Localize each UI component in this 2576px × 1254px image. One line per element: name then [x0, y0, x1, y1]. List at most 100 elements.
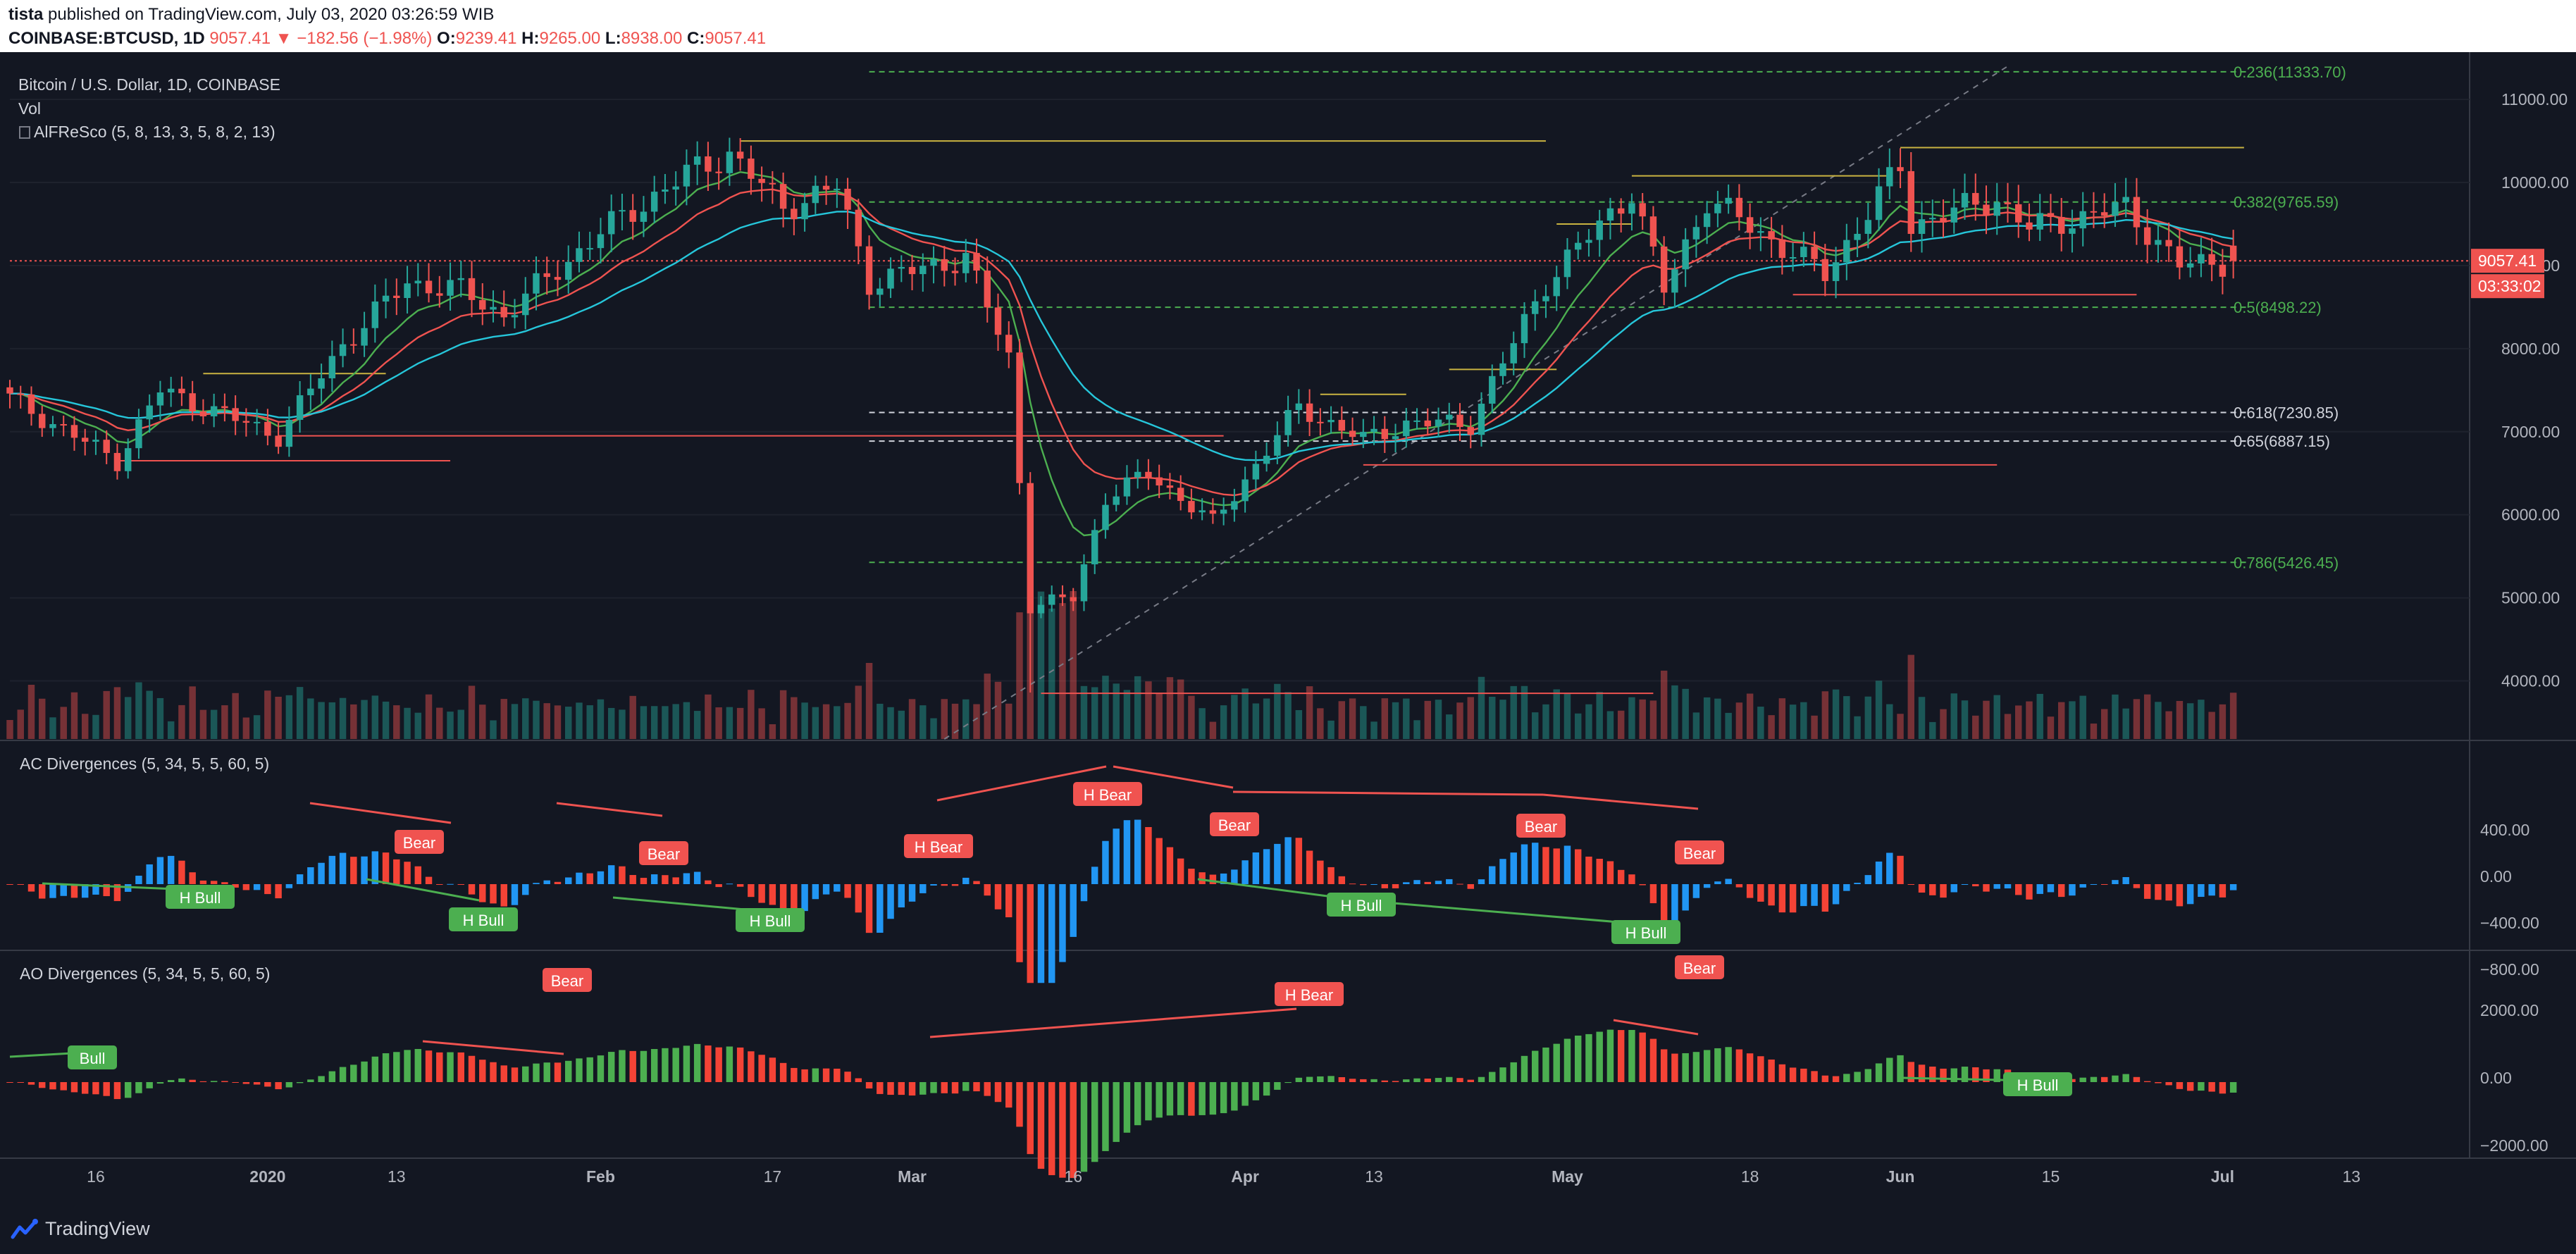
candle-body — [146, 405, 153, 420]
ac-bar — [1864, 875, 1872, 884]
volume-bar — [2057, 702, 2065, 739]
volume-bar — [350, 704, 357, 739]
candle-body — [350, 344, 357, 346]
ac-bar — [1080, 884, 1088, 902]
ao-bar — [1478, 1076, 1485, 1082]
ao-bar — [124, 1082, 132, 1098]
volume-bar — [705, 694, 712, 739]
ac-bar — [908, 884, 916, 902]
price-tick: 6000.00 — [2501, 506, 2560, 524]
horizontal-levels — [10, 140, 2470, 695]
ac-label-box — [166, 885, 235, 909]
fib-label: 0.618(7230.85) — [2234, 404, 2339, 422]
candle-body — [2198, 254, 2205, 263]
legend-title: Bitcoin / U.S. Dollar, 1D, COINBASE — [18, 75, 280, 94]
ao-bar — [619, 1050, 626, 1082]
candle-body — [2176, 246, 2184, 268]
ac-bar — [92, 884, 99, 895]
price-chart-svg[interactable]: Bitcoin / U.S. Dollar, 1D, COINBASE Vol … — [0, 52, 2576, 1203]
candle-body — [554, 277, 562, 280]
candle-body — [253, 421, 261, 423]
open-value: 9239.41 — [455, 29, 517, 48]
ac-bar — [748, 884, 755, 898]
ac-bar — [1789, 884, 1797, 913]
divergence-line — [556, 802, 663, 817]
ac-bar — [199, 880, 207, 884]
time-tick: 13 — [1365, 1167, 1383, 1186]
candle-body — [339, 344, 347, 356]
ac-bar — [2026, 884, 2033, 900]
ao-bar — [887, 1082, 894, 1095]
ao-bar — [468, 1055, 476, 1082]
price-axis-labels: 11000.00 10000.00 9000.00 8000.00 7000.0… — [2501, 90, 2569, 690]
ac-bar — [1983, 884, 1990, 892]
candle-body — [425, 280, 433, 294]
chart-area[interactable]: Bitcoin / U.S. Dollar, 1D, COINBASE Vol … — [0, 52, 2576, 1203]
time-tick: May — [1552, 1167, 1583, 1186]
ao-bar — [1746, 1053, 1754, 1082]
ao-label-box — [1275, 982, 1344, 1006]
volume-bar — [1617, 710, 1625, 739]
ac-bar — [2186, 884, 2194, 905]
ac-bar — [447, 883, 454, 885]
volume-bar — [1940, 709, 1947, 739]
volume-bar — [1403, 698, 1410, 739]
volume-bar — [758, 708, 765, 739]
ac-label-box — [904, 834, 973, 858]
candle-body — [877, 288, 884, 295]
volume-bar — [1016, 612, 1023, 739]
ac-div-label: Bear — [1525, 818, 1557, 836]
ac-bar — [2112, 880, 2119, 884]
ao-bar — [736, 1047, 744, 1082]
ac-bar — [1467, 884, 1474, 889]
fib-labels: 0.236(11333.70) 0.382(9765.59) 0.5(8498.… — [2234, 63, 2346, 571]
candle-body — [758, 178, 765, 183]
volume-bar — [275, 696, 282, 739]
ac-bar — [1220, 873, 1227, 884]
candle-body — [1252, 464, 1260, 480]
ao-bar — [1177, 1082, 1184, 1115]
candle-body — [693, 156, 701, 165]
ac-bar — [1338, 876, 1346, 884]
ao-bar — [328, 1071, 336, 1082]
divergence-line — [1359, 899, 1628, 924]
ac-bar — [619, 866, 626, 884]
ao-bar — [2165, 1082, 2172, 1086]
ao-div-label: H Bear — [1285, 986, 1333, 1004]
volume-bar — [930, 718, 937, 739]
volume-bar — [156, 697, 164, 739]
ao-bar — [232, 1082, 239, 1083]
ao-bar — [371, 1056, 379, 1082]
volume-bar — [1542, 704, 1549, 739]
volume-bar — [973, 704, 980, 739]
volume-bar — [822, 704, 830, 739]
ao-label-box — [68, 1045, 117, 1069]
volume-bar — [1725, 712, 1732, 739]
ac-bar — [1628, 874, 1635, 884]
volume-bar — [994, 681, 1002, 739]
candle-body — [844, 188, 851, 210]
ao-bar — [586, 1057, 593, 1082]
tradingview-brand[interactable]: TradingView — [10, 1215, 150, 1243]
indicator-eye-icon[interactable] — [19, 126, 30, 139]
candle-body — [2047, 213, 2055, 218]
price-tick: 11000.00 — [2501, 90, 2568, 108]
ao-bar — [1768, 1059, 1775, 1082]
candle-body — [1682, 239, 1689, 270]
volume-bars — [6, 591, 2237, 739]
ao-bar — [275, 1082, 282, 1090]
candle-body — [898, 266, 905, 269]
volume-bar — [1703, 697, 1711, 739]
ac-bar — [1360, 884, 1367, 886]
volume-bar — [113, 687, 121, 739]
ac-bar — [1832, 884, 1840, 905]
publisher-name[interactable]: tista — [8, 5, 44, 24]
ac-bar — [1413, 880, 1420, 884]
candle-body — [564, 261, 572, 280]
candles — [6, 137, 2237, 693]
candle-body — [1478, 404, 1485, 435]
ac-bar — [2069, 884, 2076, 896]
ao-bar — [27, 1082, 35, 1085]
ac-bar — [865, 884, 873, 933]
volume-bar — [253, 715, 261, 739]
